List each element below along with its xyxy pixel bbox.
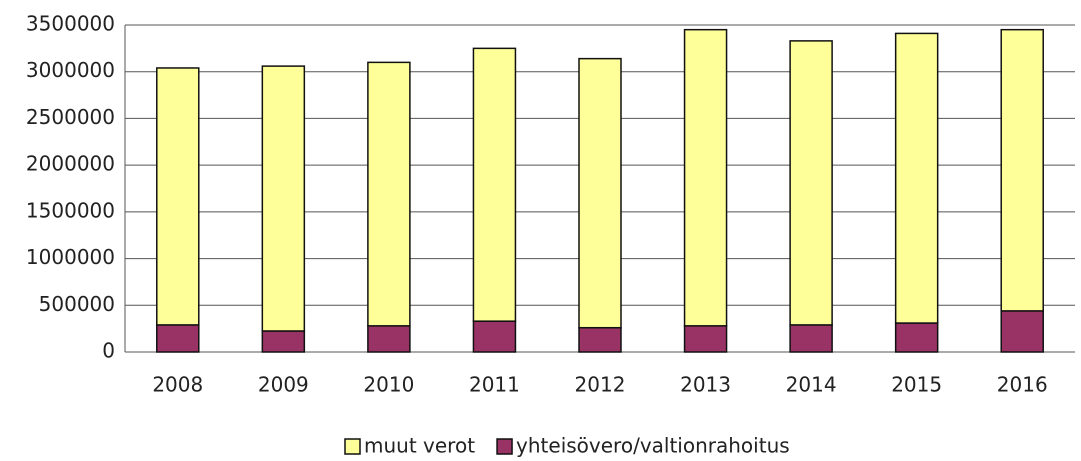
bar-segment: [261, 65, 306, 332]
x-tick-label: 2013: [680, 373, 731, 397]
bar-segment: [789, 324, 833, 353]
x-tick-label: 2009: [258, 373, 309, 397]
y-tick-label: 2500000: [26, 105, 115, 129]
bar-segment: [578, 326, 622, 353]
y-tick-label: 500000: [39, 292, 115, 316]
bar-segment: [578, 57, 622, 329]
bar-segment: [894, 32, 939, 324]
bar-segment: [472, 320, 517, 353]
legend-label: muut verot: [364, 434, 475, 458]
bar-segment: [156, 67, 200, 326]
bar-segment: [1000, 310, 1044, 353]
x-tick-label: 2010: [363, 373, 414, 397]
bar-segment: [894, 322, 939, 353]
bar-segment: [156, 324, 200, 353]
y-tick-label: 1000000: [26, 245, 115, 269]
legend-swatch: [496, 438, 513, 455]
x-tick-label: 2016: [997, 373, 1048, 397]
bar-segment: [1000, 28, 1044, 312]
bar-segment: [683, 28, 728, 327]
bar-segment: [367, 325, 411, 353]
y-tick-label: 3000000: [26, 58, 115, 82]
legend-swatch: [344, 438, 361, 455]
x-tick-label: 2015: [891, 373, 942, 397]
bar-segment: [472, 47, 517, 322]
bar-segment: [261, 330, 306, 353]
x-tick-label: 2011: [469, 373, 520, 397]
legend-label: yhteisövero/valtionrahoitus: [516, 434, 790, 458]
y-tick-label: 0: [102, 339, 115, 363]
bar-segment: [367, 61, 411, 327]
y-tick-label: 3500000: [26, 12, 115, 36]
y-tick-label: 1500000: [26, 198, 115, 222]
y-tick-label: 2000000: [26, 152, 115, 176]
x-tick-label: 2008: [152, 373, 203, 397]
bar-segment: [683, 325, 728, 353]
x-tick-label: 2012: [575, 373, 626, 397]
x-tick-label: 2014: [786, 373, 837, 397]
bar-segment: [789, 40, 833, 326]
